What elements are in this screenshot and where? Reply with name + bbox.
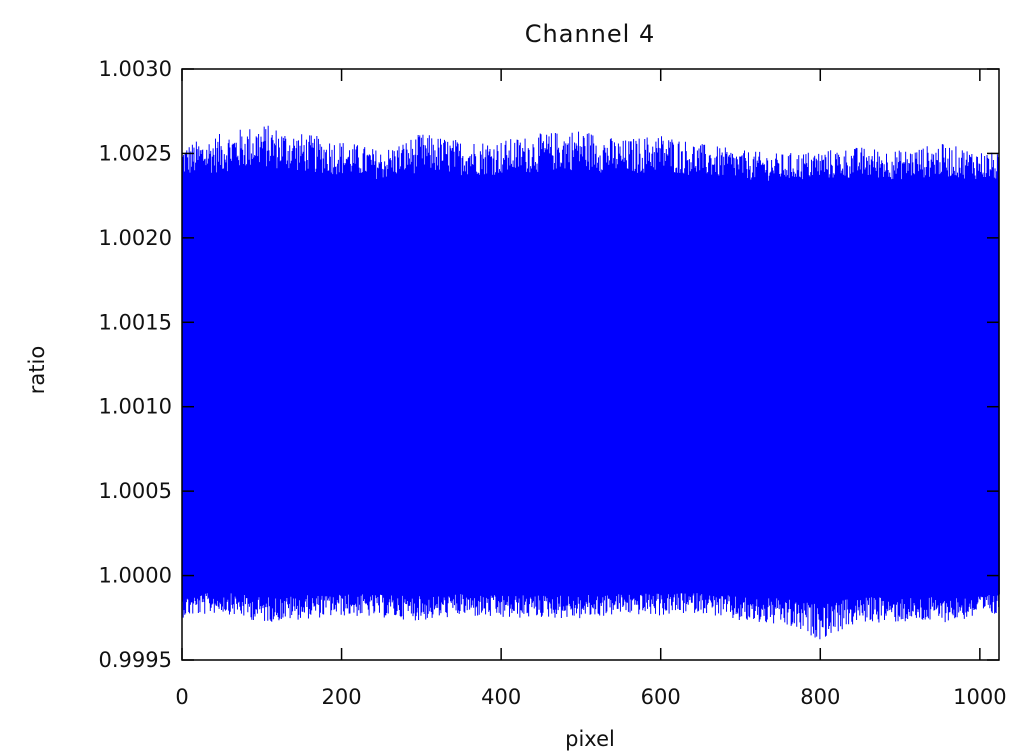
x-axis-tick-labels: 0 200 400 600 800 1000 — [175, 685, 1006, 709]
x-tick-label: 400 — [481, 685, 521, 709]
x-tick-label: 800 — [800, 685, 840, 709]
x-tick-label: 600 — [641, 685, 681, 709]
y-axis-label: ratio — [25, 346, 49, 394]
axis-ticks — [181, 68, 999, 661]
y-tick-label: 1.0005 — [99, 479, 172, 503]
x-axis-label: pixel — [565, 727, 615, 751]
y-tick-label: 1.0015 — [99, 310, 172, 334]
y-tick-label: 0.9995 — [99, 648, 172, 672]
y-axis-tick-labels: 0.9995 1.0000 1.0005 1.0010 1.0015 1.0020 1.00… — [99, 57, 172, 672]
y-tick-label: 1.0020 — [99, 226, 172, 250]
y-tick-label: 1.0030 — [99, 57, 172, 81]
plot-frame — [181, 68, 1000, 661]
series-line — [181, 125, 1000, 640]
x-tick-label: 200 — [322, 685, 362, 709]
chart-title: Channel 4 — [525, 20, 655, 48]
y-tick-label: 1.0000 — [99, 564, 172, 588]
x-tick-label: 0 — [175, 685, 188, 709]
y-tick-label: 1.0025 — [99, 141, 172, 165]
y-tick-label: 1.0010 — [99, 395, 172, 419]
series-layer — [181, 125, 1000, 640]
plot-area — [181, 68, 1000, 661]
x-tick-label: 1000 — [953, 685, 1006, 709]
